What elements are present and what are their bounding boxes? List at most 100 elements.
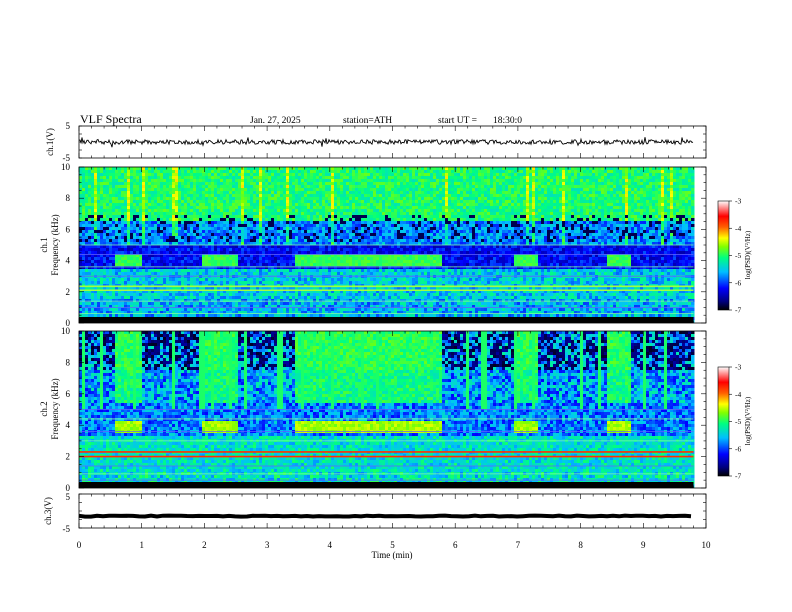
spectrogram-cell: [298, 185, 302, 189]
spectrogram-cell: [151, 272, 155, 276]
spectrogram-cell: [301, 176, 305, 180]
spectrogram-cell: [142, 242, 146, 246]
spectrogram-cell: [298, 224, 302, 228]
spectrogram-cell: [352, 188, 356, 192]
spectrogram-cell: [259, 251, 263, 255]
spectrogram-cell: [151, 305, 155, 309]
spectrogram-cell: [271, 308, 275, 312]
spectrogram-cell: [157, 299, 161, 303]
spectrogram-cell: [160, 263, 164, 267]
spectrogram-cell: [352, 266, 356, 270]
spectrogram-cell: [193, 194, 197, 198]
spectrogram-cell: [148, 230, 152, 234]
spectrogram-cell: [247, 179, 251, 183]
spectrogram-cell: [259, 209, 263, 213]
spectrogram-cell: [157, 191, 161, 195]
spectrogram-cell: [214, 191, 218, 195]
spectrogram-cell: [190, 197, 194, 201]
spectrogram-cell: [190, 302, 194, 306]
spectrogram-cell: [115, 197, 119, 201]
spectrogram-cell: [223, 224, 227, 228]
spectrogram-cell: [271, 182, 275, 186]
spectrogram-cell: [256, 236, 260, 240]
spectrogram-cell: [193, 311, 197, 315]
spectrogram-cell: [331, 182, 335, 186]
spectrogram-cell: [256, 278, 260, 282]
spectrogram-cell: [319, 314, 323, 318]
spectrogram-cell: [184, 269, 188, 273]
spectrogram-cell: [217, 182, 221, 186]
spectrogram-cell: [358, 197, 362, 201]
spectrogram-cell: [334, 296, 338, 300]
spectrogram-cell: [199, 257, 203, 261]
spectrogram-cell: [187, 173, 191, 177]
spectrogram-cell: [346, 194, 350, 198]
spectrogram-cell: [349, 194, 353, 198]
spectrogram-cell: [151, 263, 155, 267]
spectrogram-cell: [181, 176, 185, 180]
spectrogram-cell: [331, 275, 335, 279]
spectrogram-cell: [214, 272, 218, 276]
spectrogram-cell: [295, 239, 299, 243]
spectrogram-cell: [247, 305, 251, 309]
spectrogram-cell: [325, 191, 329, 195]
spectrogram-cell: [340, 185, 344, 189]
spectrogram-cell: [277, 314, 281, 318]
spectrogram-cell: [190, 242, 194, 246]
spectrogram-cell: [232, 206, 236, 210]
spectrogram-cell: [142, 290, 146, 294]
spectrogram-cell: [121, 197, 125, 201]
spectrogram-cell: [226, 197, 230, 201]
spectrogram-cell: [103, 302, 107, 306]
spectrogram-cell: [106, 290, 110, 294]
spectrogram-cell: [160, 179, 164, 183]
spectrogram-cell: [142, 272, 146, 276]
spectrogram-cell: [331, 179, 335, 183]
spectrogram-cell: [199, 305, 203, 309]
spectrogram-cell: [208, 167, 212, 171]
spectrogram-cell: [253, 227, 257, 231]
spectrogram-cell: [277, 242, 281, 246]
spectrogram-cell: [187, 203, 191, 207]
spectrogram-cell: [88, 296, 92, 300]
spectrogram-cell: [292, 299, 296, 303]
spectrogram-cell: [202, 257, 206, 261]
spectrogram-cell: [145, 221, 149, 225]
spectrogram-cell: [130, 299, 134, 303]
spectrogram-cell: [133, 308, 137, 312]
spectrogram-cell: [334, 245, 338, 249]
spectrogram-cell: [301, 281, 305, 285]
spectrogram-cell: [328, 242, 332, 246]
spectrogram-cell: [184, 251, 188, 255]
spectrogram-cell: [277, 185, 281, 189]
spectrogram-cell: [277, 167, 281, 171]
spectrogram-cell: [322, 239, 326, 243]
spectrogram-cell: [232, 224, 236, 228]
spectrogram-cell: [346, 299, 350, 303]
spectrogram-cell: [250, 182, 254, 186]
spectrogram-cell: [160, 275, 164, 279]
spectrogram-cell: [115, 248, 119, 252]
spectrogram-cell: [88, 275, 92, 279]
spectrogram-cell: [214, 212, 218, 216]
spectrogram-cell: [349, 305, 353, 309]
spectrogram-cell: [334, 191, 338, 195]
spectrogram-cell: [121, 257, 125, 261]
spectrogram-cell: [145, 173, 149, 177]
spectrogram-cell: [250, 197, 254, 201]
spectrogram-cell: [322, 251, 326, 255]
spectrogram-cell: [343, 311, 347, 315]
spectrogram-cell: [151, 299, 155, 303]
spectrogram-cell: [196, 185, 200, 189]
spectrogram-cell: [145, 308, 149, 312]
spectrogram-cell: [355, 260, 359, 264]
spectrogram-cell: [265, 311, 269, 315]
spectrogram-cell: [94, 269, 98, 273]
spectrogram-cell: [139, 266, 143, 270]
spectrogram-cell: [220, 275, 224, 279]
spectrogram-cell: [190, 290, 194, 294]
spectrogram-cell: [226, 302, 230, 306]
spectrogram-cell: [193, 302, 197, 306]
spectrogram-cell: [115, 236, 119, 240]
spectrogram-cell: [340, 314, 344, 318]
